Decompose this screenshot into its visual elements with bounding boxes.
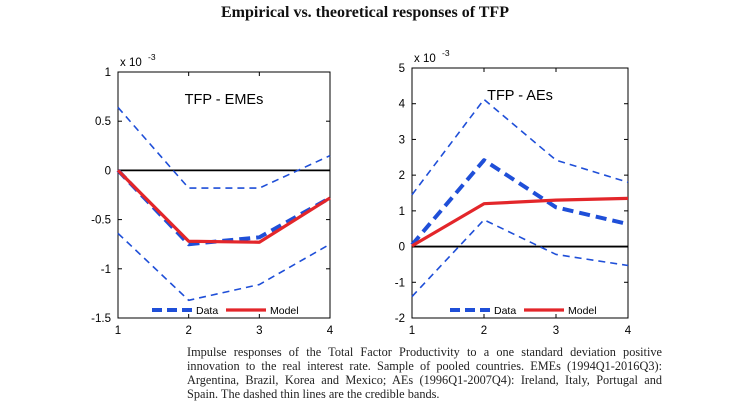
- y-tick-label: 1: [105, 67, 111, 79]
- y-tick-label: 5: [399, 63, 405, 75]
- y-tick-label: 1: [399, 206, 405, 218]
- panel-title: TFP - AEs: [487, 88, 553, 104]
- legend-label-model: Model: [270, 305, 299, 317]
- chart-emes: 1 0.5 0 -0.5 -1 -1.5 1 2 3 4 x 10 -3 TFP - EMEs Data M…: [91, 52, 334, 337]
- figure-title: Empirical vs. theoretical responses of T…: [221, 4, 509, 21]
- y-tick-label: 0.5: [95, 116, 111, 128]
- legend: Data Model: [450, 305, 597, 317]
- figure-caption: Impulse responses of the Total Factor Pr…: [187, 345, 662, 401]
- series-line-upper-band: [117, 106, 331, 189]
- series-line-lower-band: [411, 218, 629, 298]
- legend-label-data: Data: [196, 305, 218, 317]
- figure-canvas: 1 0.5 0 -0.5 -1 -1.5 1 2 3 4 x 10 -3 TFP - EMEs Data M…: [91, 48, 632, 337]
- plot-frame: [411, 67, 629, 319]
- legend-label-data: Data: [494, 305, 516, 317]
- y-tick-label: 2: [399, 170, 405, 182]
- series-line-model: [116, 169, 331, 244]
- series-line-data: [116, 169, 331, 247]
- x-tick-label: 4: [625, 325, 632, 337]
- y-tick-label: -1: [395, 277, 405, 289]
- series-line-model: [411, 196, 629, 248]
- y-tick-label: -0.5: [91, 215, 111, 227]
- y-tick-label: 0: [105, 165, 111, 177]
- axis-multiplier: x 10: [414, 53, 436, 65]
- y-tick-label: 3: [399, 134, 405, 146]
- legend-label-model: Model: [568, 305, 597, 317]
- axis-multiplier: x 10: [120, 57, 142, 69]
- plot-frame: [117, 71, 331, 319]
- x-tick-label: 1: [409, 325, 415, 337]
- x-tick-label: 2: [185, 325, 191, 337]
- y-tick-label: -2: [395, 313, 405, 325]
- x-tick-label: 3: [256, 325, 262, 337]
- chart-aes: 5 4 3 2 1 0 -1 -2 1 2 3 4 x 10 -3 TFP - AEs Data Model: [395, 48, 632, 337]
- x-tick-label: 4: [327, 325, 334, 337]
- series-line-lower-band: [117, 232, 331, 302]
- series-line-upper-band: [411, 98, 629, 196]
- panel-title: TFP - EMEs: [185, 92, 264, 108]
- axis-multiplier-exponent: -3: [148, 52, 156, 62]
- x-tick-label: 1: [115, 325, 121, 337]
- x-tick-label: 3: [553, 325, 559, 337]
- y-tick-label: -1.5: [91, 313, 111, 325]
- y-tick-label: 4: [399, 99, 406, 111]
- y-tick-label: 0: [399, 242, 405, 254]
- series-line-data: [410, 158, 629, 247]
- x-tick-label: 2: [481, 325, 487, 337]
- axis-multiplier-exponent: -3: [442, 48, 450, 58]
- legend: Data Model: [152, 305, 299, 317]
- y-tick-label: -1: [101, 264, 111, 276]
